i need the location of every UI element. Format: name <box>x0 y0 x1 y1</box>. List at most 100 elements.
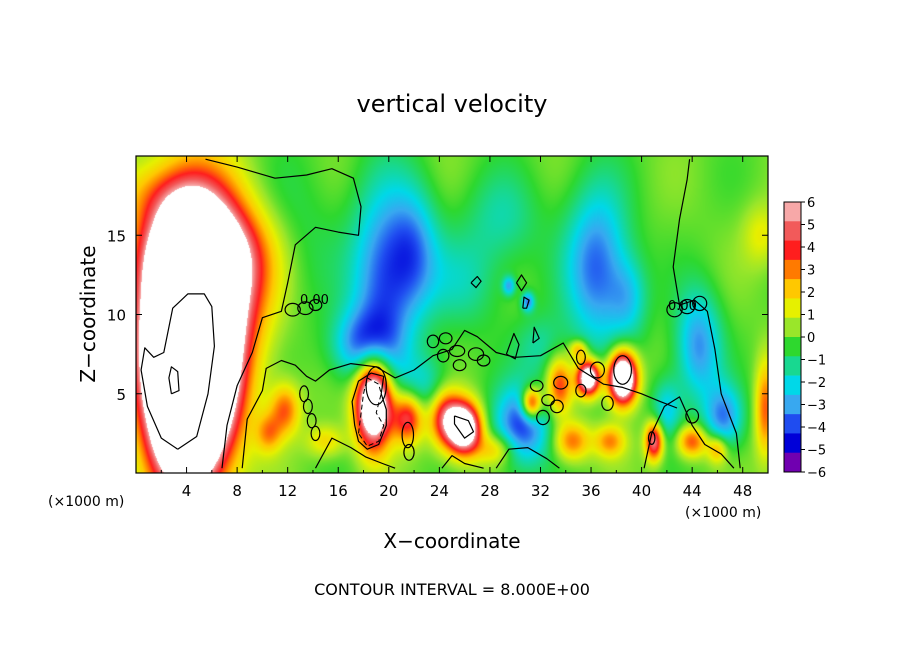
x-tick-label: 36 <box>581 482 600 500</box>
x-tick-label: 44 <box>683 482 702 500</box>
contour-loop <box>589 361 606 379</box>
colorbar-swatch <box>784 317 801 338</box>
contour-line <box>168 366 180 395</box>
contour-line <box>441 455 484 469</box>
colorbar-label: −4 <box>807 421 826 436</box>
colorbar-label: −6 <box>807 466 826 481</box>
contour-line <box>522 296 530 309</box>
colorbar-swatch <box>784 356 801 376</box>
heatmap-field <box>136 156 768 473</box>
colorbar-swatch <box>784 202 801 222</box>
y-axis-ticks: 5 10 15 <box>107 227 768 404</box>
colorbar <box>783 201 805 473</box>
colorbar-swatch <box>784 414 801 434</box>
contour-loop <box>553 375 569 390</box>
contour-label: 0.00 <box>300 293 329 308</box>
contour-line <box>351 372 387 450</box>
contour-loop <box>310 425 321 442</box>
colorbar-swatch <box>784 394 801 415</box>
colorbar-label: −5 <box>807 444 826 459</box>
contour-loop <box>647 431 656 446</box>
contour-line <box>241 329 678 469</box>
contour-line <box>314 437 396 469</box>
colorbar-swatch <box>784 279 801 299</box>
contour-labels: 0.00 0.00 <box>300 293 697 314</box>
contour-loop <box>302 398 313 415</box>
contour-line <box>515 274 528 292</box>
x-tick-label: 32 <box>531 482 550 500</box>
contour-loop <box>476 354 491 367</box>
contour-line <box>532 326 540 344</box>
contour-lines <box>140 158 741 469</box>
contour-line <box>205 158 362 469</box>
colorbar-label: −1 <box>807 354 826 369</box>
contour-line <box>505 332 520 360</box>
contour-line <box>140 293 215 450</box>
contour-line <box>453 415 475 439</box>
contour-loop <box>467 347 485 362</box>
colorbar-swatch <box>784 298 801 319</box>
colorbar-label: 6 <box>807 196 815 211</box>
contour-loop <box>529 379 544 392</box>
contour-loop <box>365 366 387 406</box>
x-tick-label: 12 <box>278 482 297 500</box>
contour-loop <box>297 301 314 316</box>
contour-line <box>643 396 735 469</box>
colorbar-swatch <box>784 337 801 357</box>
x-tick-label: 48 <box>733 482 752 500</box>
contour-loop <box>692 295 708 312</box>
y-tick-label: 10 <box>107 307 126 325</box>
x-axis-ticks: 4 8 12 16 20 24 28 32 36 40 44 48 <box>160 156 752 500</box>
contour-label: 0.00 <box>668 299 697 314</box>
contour-line <box>495 447 560 469</box>
contour-loop <box>306 413 317 429</box>
colorbar-swatch <box>784 240 801 261</box>
contour-loop <box>536 409 550 426</box>
x-tick-label: 28 <box>480 482 499 500</box>
contour-loop <box>448 344 466 358</box>
contour-loop <box>438 332 453 345</box>
contour-loop <box>436 348 450 363</box>
colorbar-label: 4 <box>807 241 815 256</box>
x-axis-unit-right: (×1000 m) <box>685 505 761 521</box>
contour-loop <box>403 443 415 461</box>
x-tick-label: 4 <box>182 482 192 500</box>
x-axis-unit-left: (×1000 m) <box>48 494 124 510</box>
colorbar-swatch <box>784 375 801 396</box>
contour-loop <box>685 408 700 424</box>
colorbar-swatch <box>784 259 801 280</box>
contour-loop <box>452 359 467 372</box>
contour-loop <box>575 383 587 398</box>
contour-loop <box>601 395 614 411</box>
colorbar-label: 5 <box>807 219 815 234</box>
contour-loop <box>426 334 440 349</box>
colorbar-swatch <box>784 452 801 473</box>
colorbar-swatch <box>784 433 801 454</box>
y-axis-label: Z−coordinate <box>76 245 100 382</box>
contour-loop <box>678 298 696 315</box>
contour-loop <box>666 302 683 318</box>
contour-loop <box>575 349 586 365</box>
colorbar-label: 3 <box>807 264 815 279</box>
colorbar-label: 2 <box>807 286 815 301</box>
contour-line <box>672 159 741 469</box>
colorbar-label: 0 <box>807 331 815 346</box>
y-tick-label: 5 <box>116 386 126 404</box>
contour-loop <box>284 302 301 317</box>
contour-loop <box>613 355 632 385</box>
colorbar-label: 1 <box>807 309 815 324</box>
colorbar-label: −3 <box>807 399 826 414</box>
contour-interval-note: CONTOUR INTERVAL = 8.000E+00 <box>314 580 590 599</box>
negative-contour-line <box>358 377 385 447</box>
colorbar-label: −2 <box>807 376 826 391</box>
contour-loop <box>308 298 323 312</box>
chart-title: vertical velocity <box>357 90 548 118</box>
x-axis-label: X−coordinate <box>383 529 520 553</box>
y-tick-label: 15 <box>107 227 126 245</box>
contour-line <box>470 275 482 289</box>
colorbar-swatch <box>784 221 801 241</box>
x-tick-label: 16 <box>329 482 348 500</box>
x-tick-label: 8 <box>232 482 242 500</box>
contour-loop <box>550 399 564 414</box>
